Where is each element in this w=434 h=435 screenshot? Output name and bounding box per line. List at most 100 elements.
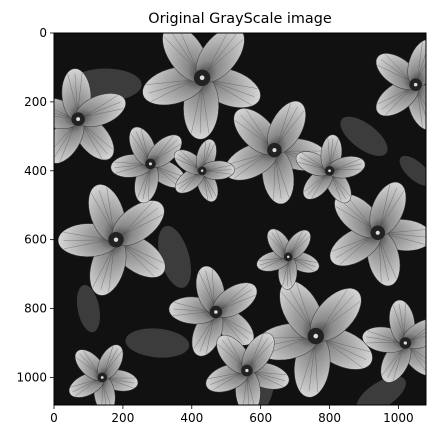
petal-vein: [392, 305, 405, 339]
flower: [142, 33, 261, 140]
petal-vein: [331, 174, 342, 202]
petal-vein: [175, 157, 200, 169]
petal-vein: [392, 347, 404, 381]
petal-vein: [297, 161, 326, 170]
petal-vein: [314, 343, 318, 393]
petal-vein: [202, 143, 215, 168]
flower: [68, 344, 139, 405]
petal-vein: [267, 234, 287, 254]
leaf: [340, 116, 388, 156]
petal-vein: [320, 295, 354, 332]
petal-vein: [172, 311, 211, 316]
petal-vein: [79, 353, 100, 375]
petal-vein: [121, 214, 163, 236]
y-tick-label: 600: [24, 233, 47, 247]
petal-vein: [205, 170, 232, 175]
petal-vein: [339, 235, 373, 265]
petal-vein: [271, 232, 287, 254]
petal-vein: [408, 346, 426, 371]
petal-vein: [234, 120, 271, 146]
flower: [57, 184, 166, 296]
petal-vein: [320, 301, 361, 332]
petal-vein: [104, 350, 123, 374]
petal-vein: [322, 338, 363, 368]
petal-vein: [90, 192, 115, 234]
petal-vein: [409, 319, 426, 341]
petal-vein: [277, 110, 305, 145]
petal-vein: [333, 158, 361, 171]
flower: [54, 68, 126, 164]
petal-vein: [251, 371, 285, 381]
x-axis: 0 200 400 600 800 1000: [50, 405, 414, 425]
petal-vein: [301, 152, 326, 170]
petal-vein: [114, 164, 146, 168]
petal-vein: [258, 257, 285, 261]
leaf: [125, 328, 190, 358]
petal-vein: [180, 150, 200, 169]
petal-vein: [106, 377, 136, 379]
petal-vein: [383, 233, 426, 238]
petal-vein: [417, 89, 426, 126]
petal-vein: [329, 138, 339, 167]
petal-vein: [377, 64, 412, 82]
petal-vein: [303, 173, 327, 192]
leaf: [356, 376, 406, 405]
petal-vein: [333, 168, 363, 171]
petal-vein: [211, 269, 215, 307]
petal-vein: [83, 108, 124, 118]
petal-vein: [300, 343, 316, 391]
petal-vein: [380, 190, 405, 228]
petal-vein: [207, 372, 243, 380]
petal-vein: [163, 36, 199, 73]
petal-vein: [98, 190, 115, 234]
petal-vein: [333, 163, 362, 171]
flower: [375, 39, 426, 130]
petal-vein: [219, 315, 249, 340]
petal-vein: [173, 308, 211, 312]
petal-vein: [202, 141, 206, 168]
petal-vein: [203, 174, 213, 199]
petal-vein: [54, 123, 76, 159]
petal-vein: [380, 187, 398, 228]
petal-vein: [367, 330, 401, 343]
petal-vein: [249, 334, 264, 367]
petal-vein: [275, 229, 287, 254]
petal-vein: [135, 130, 149, 160]
flower: [168, 265, 258, 357]
petal-vein: [377, 87, 412, 105]
petal-vein: [54, 107, 73, 118]
petal-vein: [121, 243, 155, 277]
petal-vein: [81, 123, 103, 159]
petal-vein: [290, 230, 303, 255]
petal-vein: [331, 174, 347, 200]
petal-vein: [381, 347, 404, 376]
petal-vein: [383, 233, 426, 245]
petal-vein: [63, 232, 110, 240]
petal-vein: [154, 165, 185, 178]
petal-vein: [142, 168, 150, 200]
petal-vein: [291, 257, 316, 268]
petal-vein: [67, 73, 78, 114]
x-tick-label: 400: [180, 411, 203, 425]
petal-vein: [404, 303, 406, 339]
petal-vein: [208, 79, 258, 89]
petal-vein: [140, 128, 149, 160]
petal-vein: [365, 342, 401, 344]
petal-vein: [181, 172, 200, 193]
petal-vein: [54, 123, 76, 155]
flower-stamen: [200, 169, 204, 173]
flower-stamen: [100, 376, 104, 379]
petal-vein: [154, 166, 179, 187]
flower: [295, 134, 366, 204]
petal-vein: [282, 260, 289, 287]
petal-vein: [220, 294, 256, 310]
flower-stamen: [113, 237, 119, 242]
petal-vein: [291, 257, 315, 272]
petal-vein: [345, 194, 374, 229]
petal-vein: [408, 346, 426, 367]
petal-vein: [245, 109, 271, 146]
petal-vein: [290, 236, 311, 255]
petal-vein: [106, 187, 115, 234]
petal-vein: [331, 174, 351, 197]
petal-vein: [296, 283, 313, 331]
